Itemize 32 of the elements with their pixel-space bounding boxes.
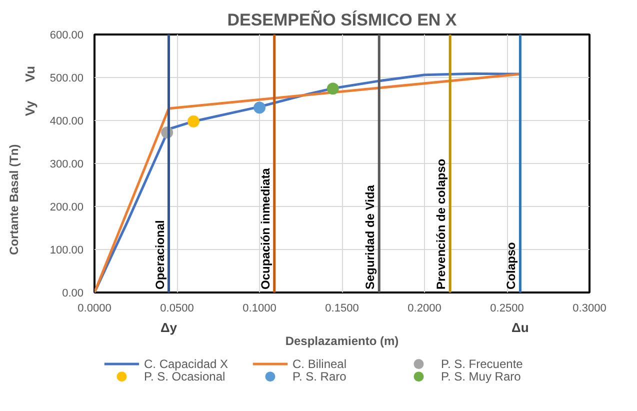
legend-label: P. S. Muy Raro: [441, 370, 522, 384]
legend-label: P. S. Ocasional: [144, 370, 226, 384]
y-tick-label: 0.00: [62, 288, 84, 300]
x-tick-label: 0.2000: [408, 302, 442, 314]
x-tick-label: 0.0000: [78, 302, 112, 314]
y-tick-label: 500.00: [50, 72, 84, 84]
ref-line-label: Ocupación inmediata: [258, 168, 272, 290]
x-axis-title: Desplazamiento (m): [285, 334, 399, 348]
y-tick-label: 100.00: [50, 244, 84, 256]
text: Δy: [160, 320, 178, 335]
y-tick-label: 300.00: [50, 158, 84, 170]
text: Vu: [22, 66, 38, 82]
legend-label: P. S. Frecuente: [441, 357, 524, 372]
chart-title: DESEMPEÑO SÍSMICO EN X: [227, 10, 458, 30]
ref-line-label: Seguridad de Vida: [363, 184, 378, 290]
ref-line-label: Colapso: [504, 242, 518, 290]
text: Vy: [22, 100, 38, 116]
text: Δu: [512, 320, 529, 335]
y-axis-title: Cortante Basal (Tn): [6, 144, 21, 255]
x-tick-label: 0.1500: [325, 302, 359, 314]
legend-label: C. Capacidad X: [144, 357, 228, 372]
x-tick-label: 0.0500: [160, 302, 194, 314]
y-tick-label: 400.00: [50, 116, 84, 128]
x-tick-label: 0.3000: [572, 302, 606, 314]
ref-line-label: Prevención de colapso: [434, 158, 448, 290]
y-tick-label: 600.00: [50, 30, 84, 42]
x-tick-label: 0.2500: [490, 302, 524, 314]
x-tick-label: 0.1000: [242, 302, 276, 314]
y-tick-label: 200.00: [50, 202, 84, 214]
legend-label: C. Bilineal: [292, 357, 347, 372]
ref-line-label: Operacional: [152, 220, 167, 290]
legend-label: P. S. Raro: [292, 370, 347, 384]
